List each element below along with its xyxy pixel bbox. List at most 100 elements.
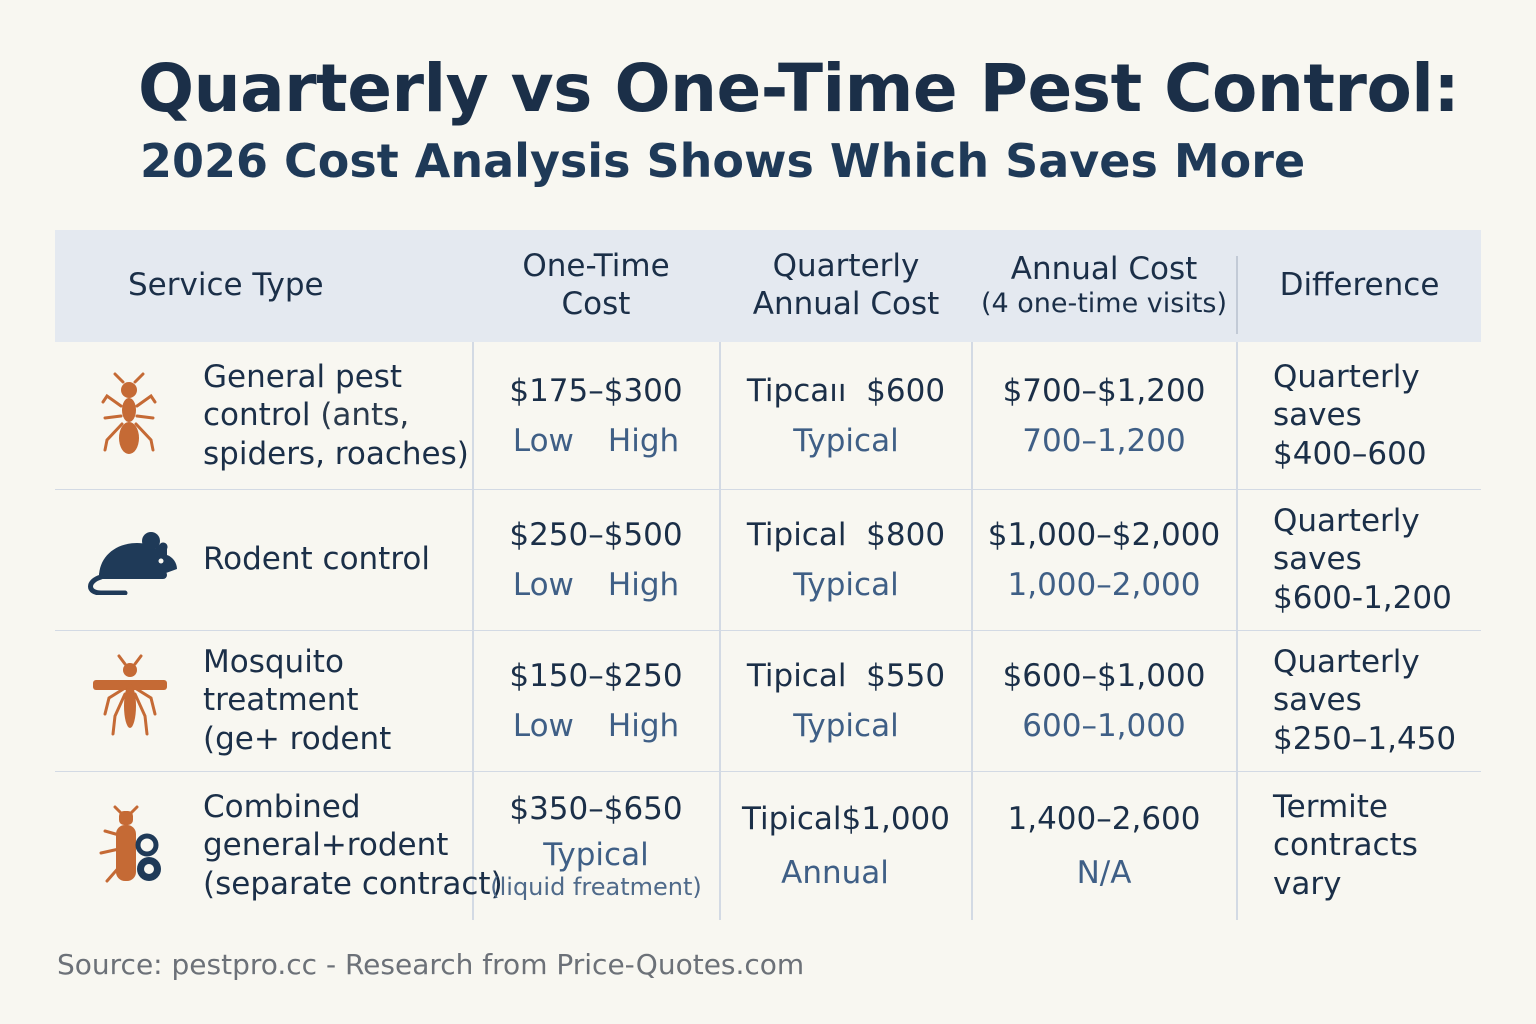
difference-amount: $400–600: [1273, 435, 1427, 472]
difference-cell: Quarterly saves $400–600: [1273, 342, 1478, 489]
header-service-type-label: Service Type: [128, 267, 324, 304]
annual-cost-cell: $1,000–$2,000 1,000–2,000: [973, 489, 1235, 630]
quarterly-cost: Tipical$1,000: [741, 800, 950, 837]
one-time-cost-cell: $150–$250 Low High: [473, 630, 719, 771]
service-name: General pest: [203, 358, 403, 395]
quarterly-label: Typical: [793, 707, 899, 744]
annual-cost-cell: 1,400–2,600 N/A: [973, 771, 1235, 920]
annual-cost-cell: $600–$1,000 600–1,000: [973, 630, 1235, 771]
source-note: Source: pestpro.cc - Research from Price…: [57, 948, 805, 981]
annual-cost: $600–$1,000: [1002, 657, 1206, 694]
header-difference: Difference: [1238, 230, 1481, 342]
annual-cost: $1,000–$2,000: [987, 516, 1221, 553]
service-detail: (ants,: [310, 397, 410, 434]
one-time-label: Typical: [543, 836, 649, 873]
column-divider: [472, 342, 474, 920]
difference-line: Quarterly: [1273, 502, 1420, 539]
difference-line: Quarterly: [1273, 358, 1420, 395]
difference-cell: Termite contracts vary: [1273, 771, 1478, 920]
low-label: Low: [512, 566, 574, 603]
service-name: Combined: [203, 788, 361, 825]
header-annual-cost: Annual Cost (4 one-time visits): [973, 230, 1235, 342]
header-annual-line2: (4 one-time visits): [980, 288, 1228, 320]
annual-range-label: N/A: [1076, 854, 1132, 891]
service-name-cont: control: [203, 397, 311, 434]
low-high-labels: Low High: [473, 423, 719, 459]
annual-cost-cell: $700–$1,200 700–1,200: [973, 342, 1235, 489]
header-quarterly-line2: Annual Cost: [752, 286, 940, 322]
quarterly-label: Typical: [793, 566, 899, 603]
low-high-labels: Low High: [473, 567, 719, 603]
quarterly-cost: Tipical $550: [746, 657, 946, 694]
service-detail: (separate contract): [203, 865, 503, 902]
header-quarterly-line1: Quarterly: [772, 248, 920, 285]
header-one-time-line2: Cost: [561, 286, 631, 322]
page-subtitle: 2026 Cost Analysis Shows Which Saves Mor…: [140, 134, 1306, 188]
high-label: High: [607, 422, 680, 459]
table-row: General pest control (ants, spiders, roa…: [55, 342, 1481, 490]
difference-line: saves: [1273, 397, 1362, 434]
difference-line: saves: [1273, 682, 1362, 719]
one-time-cost: $150–$250: [509, 657, 683, 694]
quarterly-label: Typical: [793, 422, 899, 459]
service-name: Rodent control: [203, 541, 430, 578]
difference-amount: $250–1,450: [1273, 720, 1457, 757]
quarterly-cost-cell: Tipical $550 Typical: [721, 630, 971, 771]
quarterly-cost: Tipcaıı $600: [746, 372, 946, 409]
service-name: Mosquito: [203, 643, 344, 680]
quarterly-cost-cell: Tipical$1,000 Annual: [721, 771, 971, 920]
cost-table: Service Type One-Time Cost Quarterly Ann…: [55, 230, 1481, 920]
difference-line: Quarterly: [1273, 643, 1420, 680]
table-row: Rodent control $250–$500 Low High Tipica…: [55, 489, 1481, 631]
difference-amount: $600-1,200: [1273, 579, 1452, 616]
termite-icon: [99, 805, 161, 883]
quarterly-cost: Tipical $800: [746, 516, 946, 553]
one-time-cost-cell: $350–$650 Typical (liquid freatment): [473, 771, 719, 920]
high-label: High: [607, 707, 680, 744]
quarterly-cost-cell: Tipical $800 Typical: [721, 489, 971, 630]
one-time-cost-cell: $250–$500 Low High: [473, 489, 719, 630]
service-type-cell: Rodent control: [203, 489, 468, 630]
table-row: Mosquito treatment (ge+ rodent $150–$250…: [55, 630, 1481, 772]
header-service-type: Service Type: [128, 230, 468, 342]
low-label: Low: [512, 707, 574, 744]
annual-cost: 1,400–2,600: [1007, 800, 1201, 837]
annual-range-label: 600–1,000: [1022, 707, 1186, 744]
header-one-time-cost: One-Time Cost: [473, 230, 719, 342]
service-name-cont: treatment: [203, 682, 359, 719]
difference-cell: Quarterly saves $250–1,450: [1273, 630, 1478, 771]
service-detail: (ge+ rodent: [203, 720, 392, 757]
table-header: Service Type One-Time Cost Quarterly Ann…: [55, 230, 1481, 342]
quarterly-label: Annual: [781, 854, 889, 891]
low-label: Low: [512, 422, 574, 459]
service-line: control (ants,: [203, 396, 468, 434]
page-title: Quarterly vs One-Time Pest Control:: [138, 50, 1460, 127]
annual-range-label: 700–1,200: [1022, 422, 1186, 459]
service-detail: spiders, roaches): [203, 435, 469, 472]
column-divider: [1236, 342, 1238, 920]
ant-icon: [101, 372, 157, 454]
header-annual-line1: Annual Cost: [1010, 250, 1198, 287]
one-time-cost: $250–$500: [509, 516, 683, 553]
header-divider: [1236, 256, 1238, 334]
quarterly-cost-cell: Tipcaıı $600 Typical: [721, 342, 971, 489]
mosquito-icon: [93, 654, 167, 736]
annual-range-label: 1,000–2,000: [1007, 566, 1201, 603]
one-time-note: (liquid freatment): [490, 872, 702, 901]
low-high-labels: Low High: [473, 708, 719, 744]
difference-cell: Quarterly saves $600-1,200: [1273, 489, 1478, 630]
mouse-icon: [88, 532, 177, 595]
high-label: High: [607, 566, 680, 603]
service-type-cell: General pest control (ants, spiders, roa…: [203, 342, 469, 489]
header-one-time-line1: One-Time: [522, 248, 670, 285]
one-time-cost: $175–$300: [509, 372, 683, 409]
service-line: General pest: [203, 358, 468, 396]
header-quarterly-annual-cost: Quarterly Annual Cost: [721, 230, 971, 342]
service-type-cell: Mosquito treatment (ge+ rodent: [203, 630, 468, 771]
difference-line: Termite: [1273, 788, 1388, 825]
column-divider: [719, 342, 721, 920]
table-row: Combined general+rodent (separate contra…: [55, 771, 1481, 920]
header-difference-label: Difference: [1279, 267, 1440, 304]
one-time-cost-cell: $175–$300 Low High: [473, 342, 719, 489]
difference-line: vary: [1273, 865, 1342, 902]
